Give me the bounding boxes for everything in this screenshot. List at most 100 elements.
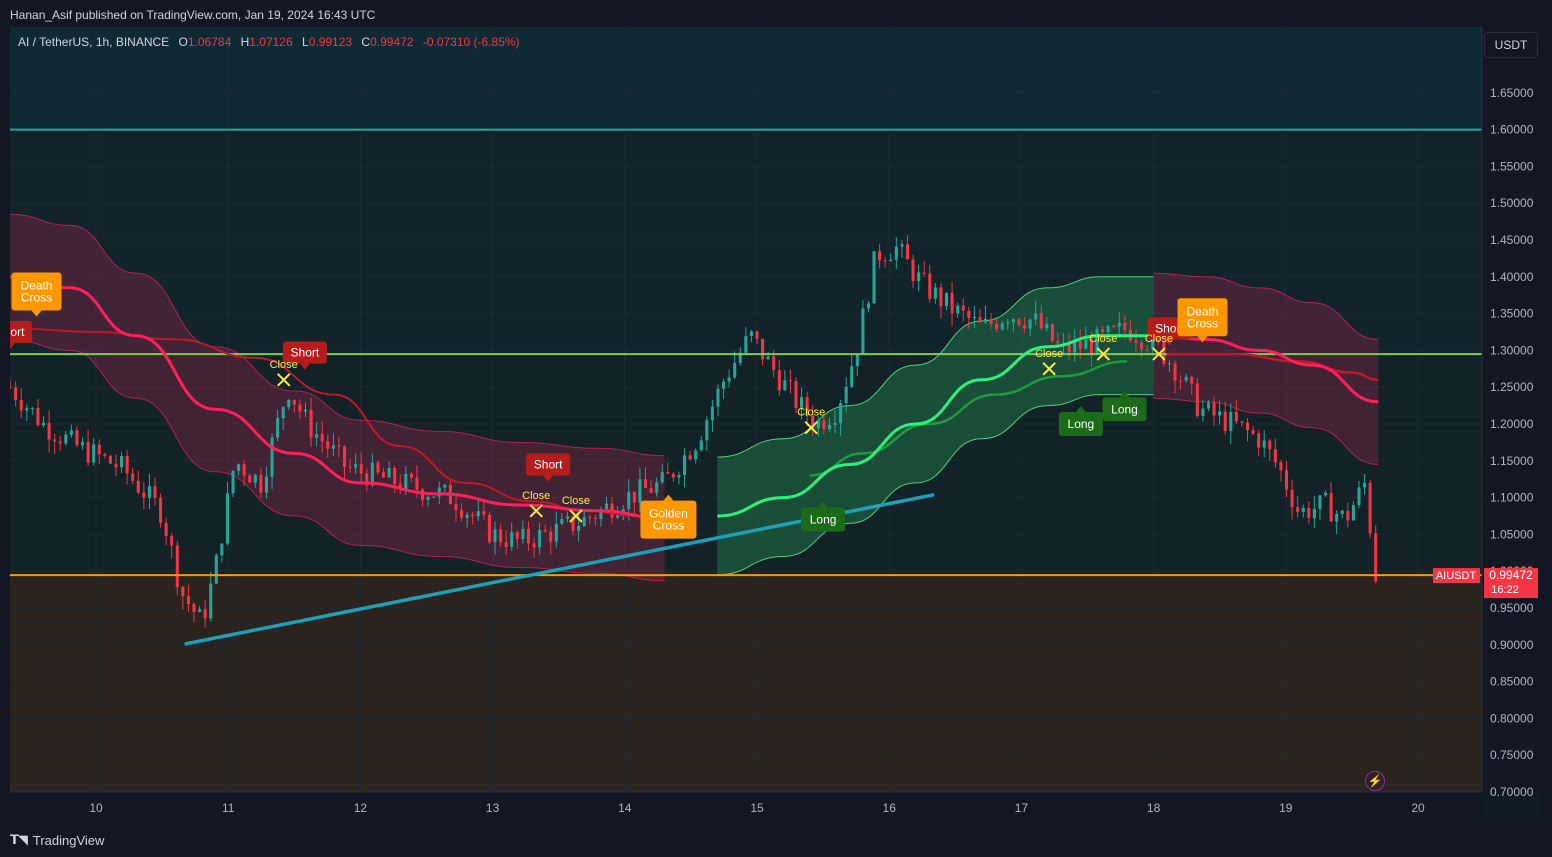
price-tick-label: 1.20000	[1490, 417, 1534, 431]
candle	[270, 437, 274, 477]
bull-band	[717, 276, 1154, 575]
candle	[632, 491, 636, 503]
candle	[287, 399, 291, 408]
candle	[1173, 363, 1177, 381]
candle	[950, 292, 954, 314]
short-label-text: Short	[291, 346, 320, 360]
short-label-text: Short	[534, 457, 563, 471]
short-ma-bear-line	[10, 275, 665, 520]
candle	[772, 356, 776, 371]
price-tag-value: 0.99472	[1489, 568, 1533, 582]
candle	[1011, 319, 1015, 323]
candle	[710, 406, 714, 421]
price-tick-label: 1.50000	[1490, 196, 1534, 210]
signal-pointer	[818, 501, 829, 508]
candle	[25, 408, 29, 411]
candle	[805, 396, 809, 416]
tradingview-logo[interactable]: 𝗧◥ TradingView	[10, 832, 104, 848]
candle	[1151, 332, 1155, 350]
candle	[588, 517, 592, 519]
candle	[866, 303, 870, 309]
candle	[225, 493, 229, 544]
candle	[894, 246, 898, 260]
signal-pointer	[10, 343, 16, 349]
candle	[248, 475, 252, 483]
candle	[136, 480, 140, 493]
high-value: 1.07126	[249, 35, 293, 49]
time-tick-label: 10	[89, 801, 103, 815]
candle	[103, 454, 107, 456]
candle	[1307, 507, 1311, 519]
time-axis-bg	[10, 792, 1482, 822]
candle	[1290, 489, 1294, 508]
candle	[75, 430, 79, 446]
candle	[1089, 339, 1093, 355]
signal-pointer	[1164, 339, 1175, 346]
close-label: Close	[1035, 348, 1063, 360]
candle	[554, 523, 558, 542]
candle	[1363, 482, 1367, 488]
short-label-box	[526, 453, 571, 476]
close-x-icon	[804, 420, 818, 435]
close-x-icon	[277, 373, 291, 387]
candle	[1335, 514, 1339, 522]
candle	[1078, 340, 1082, 349]
candle	[749, 331, 753, 337]
signal-pointer	[299, 363, 310, 370]
long-label-box	[1102, 397, 1147, 422]
candle	[209, 583, 213, 619]
candle	[1034, 313, 1038, 320]
change-value: -0.07310 (-6.85%)	[422, 35, 520, 49]
candle	[315, 434, 319, 438]
candle	[800, 396, 804, 408]
candle	[1201, 408, 1205, 417]
candle	[1240, 421, 1244, 423]
candle	[80, 442, 85, 446]
candle	[1257, 433, 1261, 448]
candle	[577, 526, 581, 531]
cross-below-label-box	[640, 500, 697, 539]
long-label-text: Long	[1111, 402, 1138, 416]
candle	[783, 380, 787, 391]
signal-pointer	[31, 310, 42, 317]
candle	[365, 473, 369, 486]
long-label-text: Long	[1068, 417, 1095, 431]
signal-pointer	[1119, 391, 1130, 398]
candle	[722, 381, 726, 389]
candle	[593, 518, 597, 520]
candle	[961, 305, 965, 311]
candle	[816, 420, 820, 429]
candle	[1134, 340, 1138, 343]
cross-below-label-text: Golden	[649, 507, 688, 521]
lightning-icon[interactable]: ⚡	[1365, 771, 1385, 791]
candle	[1023, 324, 1027, 329]
short-signal: Short	[10, 321, 33, 349]
candle	[1190, 376, 1194, 384]
close-x-icon	[569, 509, 583, 523]
candle	[1218, 411, 1222, 416]
candle	[928, 273, 932, 299]
candle	[850, 366, 854, 387]
price-tag-box	[1484, 568, 1538, 599]
close-signal: Close	[1089, 333, 1117, 361]
candle	[58, 441, 62, 444]
short-label-text: Short	[1155, 321, 1184, 335]
candle	[643, 479, 648, 489]
candle	[616, 514, 620, 518]
candle	[1245, 422, 1250, 431]
candle	[604, 503, 609, 510]
candle	[186, 596, 190, 605]
open-value: 1.06784	[187, 35, 232, 49]
currency-button[interactable]: USDT	[1484, 32, 1538, 58]
candle	[755, 331, 759, 339]
candle	[1179, 380, 1183, 382]
candle	[1279, 462, 1283, 471]
candle	[393, 467, 397, 485]
close-signal: Close	[797, 407, 825, 435]
candle	[521, 528, 525, 540]
close-signal: Close	[1035, 348, 1063, 376]
zone-lower	[10, 354, 1482, 576]
candle	[744, 336, 748, 353]
candle	[153, 486, 157, 499]
